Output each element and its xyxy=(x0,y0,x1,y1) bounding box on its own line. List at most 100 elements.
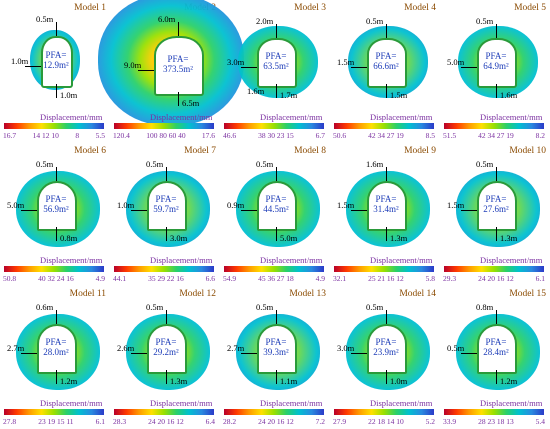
colorbar-tick-label: 35 29 22 16 xyxy=(148,274,184,283)
pfa-prefix: PFA= xyxy=(265,51,287,61)
dimension-arrow-top xyxy=(56,22,57,36)
model-panel: Model 4 PFA= 66.6m² 0.5m 1.5m 1.5m Displacemen… xyxy=(330,0,440,143)
model-title: Model 15 xyxy=(509,289,546,299)
pfa-label: PFA= 28.4m² xyxy=(471,337,521,357)
pfa-value: 64.9 xyxy=(483,61,500,71)
pfa-value: 27.6 xyxy=(483,204,500,214)
colorbar-tick-label: 5.2 xyxy=(425,417,435,426)
colorbar-ticks: 27.9 22 18 14 10 5.2 xyxy=(333,417,435,426)
dimension-arrow-top xyxy=(56,167,57,181)
model-title: Model 4 xyxy=(404,3,436,13)
dimension-arrow-top xyxy=(276,167,277,181)
dimension-label-bottom: 1.3m xyxy=(500,233,518,243)
dimension-arrow-bottom xyxy=(56,227,57,241)
colorbar-label: Displacement/mm xyxy=(150,398,213,408)
tunnel-cross-section xyxy=(367,38,407,88)
colorbar-ticks: 27.8 23 19 15 11 6.1 xyxy=(3,417,105,426)
colorbar-tick-label: 22 18 14 10 xyxy=(368,417,404,426)
displacement-colorbar xyxy=(334,123,434,129)
dimension-label-side: 1.0m xyxy=(117,200,135,210)
displacement-colorbar xyxy=(334,266,434,272)
tunnel-cross-section xyxy=(367,324,407,374)
dimension-label-side: 2.6m xyxy=(117,343,135,353)
dimension-label-side: 3.0m xyxy=(337,343,355,353)
colorbar-label: Displacement/mm xyxy=(370,112,433,122)
model-panel: Model 15 PFA= 28.4m² 0.8m 0.5m 1.2m Displaceme… xyxy=(440,286,550,429)
model-title: Model 11 xyxy=(69,289,106,299)
dimension-label-top: 1.6m xyxy=(366,159,384,169)
dimension-label-bottom: 1.3m xyxy=(170,376,188,386)
model-title: Model 14 xyxy=(399,289,436,299)
displacement-colorbar xyxy=(114,123,214,129)
pfa-label: PFA= 12.9m² xyxy=(35,50,77,70)
tunnel-cross-section xyxy=(147,324,187,374)
pfa-unit: m² xyxy=(499,204,509,214)
model-title: Model 1 xyxy=(74,3,106,13)
dimension-label-side: 3.0m xyxy=(227,57,245,67)
colorbar-ticks: 32.1 25 21 16 12 5.8 xyxy=(333,274,435,283)
colorbar-tick-label: 51.5 xyxy=(443,131,457,140)
colorbar-tick-label: 8 xyxy=(75,131,80,140)
pfa-unit: m² xyxy=(389,204,399,214)
tunnel-cross-section xyxy=(257,181,297,231)
dimension-label-bottom: 5.0m xyxy=(280,233,298,243)
pfa-label: PFA= 27.6m² xyxy=(471,194,521,214)
tunnel-cross-section xyxy=(37,181,77,231)
dimension-arrow-left xyxy=(25,66,41,67)
dimension-arrow-top xyxy=(166,167,167,181)
model-panel: Model 7 PFA= 59.7m² 0.5m 1.0m 3.0m Displacemen… xyxy=(110,143,220,286)
pfa-label: PFA= 66.6m² xyxy=(361,51,411,71)
dimension-label-side: 5.0m xyxy=(7,200,25,210)
pfa-label: PFA= 28.0m² xyxy=(31,337,81,357)
pfa-unit: m² xyxy=(183,64,193,74)
colorbar-ticks: 46.6 38 30 23 15 6.7 xyxy=(223,131,325,140)
pfa-unit: m² xyxy=(169,347,179,357)
colorbar-tick-label: 6.1 xyxy=(95,417,105,426)
model-panel: Model 10 PFA= 27.6m² 0.5m 1.5m 1.3m Displaceme… xyxy=(440,143,550,286)
dimension-arrow-bottom xyxy=(56,84,57,98)
colorbar-tick-label: 46.6 xyxy=(223,131,237,140)
displacement-colorbar xyxy=(4,123,104,129)
model-title: Model 7 xyxy=(184,146,216,156)
displacement-colorbar xyxy=(334,409,434,415)
dimension-label-top: 2.0m xyxy=(256,16,274,26)
dimension-arrow-left xyxy=(351,210,367,211)
model-panel: Model 11 PFA= 28.0m² 0.6m 2.7m 1.2m Displaceme… xyxy=(0,286,110,429)
dimension-arrow-left xyxy=(461,67,477,68)
colorbar-tick-label: 6.4 xyxy=(205,417,215,426)
model-panel: Model 9 PFA= 31.4m² 1.6m 1.5m 1.3m Displacemen… xyxy=(330,143,440,286)
model-panel: Model 12 PFA= 29.2m² 0.5m 2.6m 1.3m Displaceme… xyxy=(110,286,220,429)
dimension-arrow-bottom xyxy=(496,84,497,98)
tunnel-cross-section xyxy=(41,36,73,88)
dimension-label-top: 0.5m xyxy=(256,159,274,169)
pfa-prefix: PFA= xyxy=(265,194,287,204)
colorbar-tick-label: 14 12 10 xyxy=(32,131,59,140)
dimension-label-extra: 1.6m xyxy=(247,86,265,96)
colorbar-tick-label: 42 34 27 19 xyxy=(478,131,514,140)
colorbar-label: Displacement/mm xyxy=(40,112,103,122)
dimension-label-bottom: 1.0m xyxy=(60,90,78,100)
pfa-prefix: PFA= xyxy=(45,194,67,204)
pfa-unit: m² xyxy=(279,204,289,214)
model-title: Model 5 xyxy=(514,3,546,13)
pfa-label: PFA= 39.3m² xyxy=(251,337,301,357)
colorbar-ticks: 16.7 14 12 10 8 5.5 xyxy=(3,131,105,140)
dimension-label-top: 0.5m xyxy=(366,302,384,312)
tunnel-cross-section xyxy=(367,181,407,231)
colorbar-ticks: 29.3 24 20 16 12 6.1 xyxy=(443,274,545,283)
pfa-label: PFA= 373.5m² xyxy=(148,54,208,74)
model-panel: Model 14 PFA= 23.9m² 0.5m 3.0m 1.0m Displaceme… xyxy=(330,286,440,429)
colorbar-tick-label: 4.9 xyxy=(315,274,325,283)
colorbar-tick-label: 4.9 xyxy=(95,274,105,283)
dimension-arrow-bottom xyxy=(276,370,277,384)
pfa-prefix: PFA= xyxy=(485,51,507,61)
pfa-prefix: PFA= xyxy=(45,50,67,60)
dimension-arrow-left xyxy=(241,67,257,68)
colorbar-label: Displacement/mm xyxy=(150,112,213,122)
model-panel: Model 1 PFA= 12.9m² 0.5m 1.0m 1.0m Displacemen… xyxy=(0,0,110,143)
dimension-label-top: 0.8m xyxy=(476,302,494,312)
colorbar-tick-label: 32.1 xyxy=(333,274,347,283)
model-panel: Model 8 PFA= 44.5m² 0.5m 0.9m 5.0m Displacemen… xyxy=(220,143,330,286)
colorbar-tick-label: 8.2 xyxy=(535,131,545,140)
dimension-label-bottom: 1.6m xyxy=(500,90,518,100)
